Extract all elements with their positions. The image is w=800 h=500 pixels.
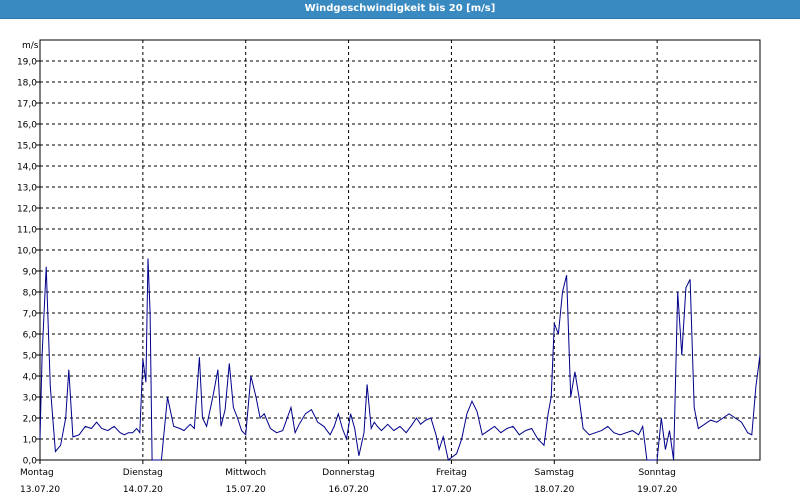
x-tick-date: 17.07.20 <box>431 485 471 495</box>
y-tick-label: 18,0 <box>17 79 37 89</box>
y-tick-label: 9,0 <box>23 268 38 278</box>
x-tick-date: 14.07.20 <box>123 485 163 495</box>
x-tick-day: Sonntag <box>638 468 675 478</box>
y-tick-label: 3,0 <box>23 394 38 404</box>
window-title: Windgeschwindigkeit bis 20 [m/s] <box>0 0 800 19</box>
y-tick-label: 0,0 <box>23 457 38 467</box>
x-tick-day: Donnerstag <box>322 468 375 478</box>
y-tick-label: 6,0 <box>23 331 38 341</box>
x-tick-day: Freitag <box>436 468 467 478</box>
y-tick-label: 5,0 <box>23 352 38 362</box>
y-tick-label: 13,0 <box>17 184 37 194</box>
x-tick-date: 13.07.20 <box>20 485 60 495</box>
x-tick-day: Montag <box>20 468 54 478</box>
y-tick-label: 11,0 <box>17 226 37 236</box>
y-tick-label: 14,0 <box>17 163 37 173</box>
x-tick-date: 19.07.20 <box>637 485 677 495</box>
y-tick-label: 8,0 <box>23 289 38 299</box>
y-tick-label: 12,0 <box>17 205 37 215</box>
x-tick-day: Mittwoch <box>225 468 266 478</box>
y-tick-label: 10,0 <box>17 247 37 257</box>
x-tick-date: 18.07.20 <box>534 485 574 495</box>
x-tick-date: 16.07.20 <box>329 485 369 495</box>
wind-speed-series-line <box>39 258 761 461</box>
y-tick-label: 16,0 <box>17 121 37 131</box>
y-tick-label: 1,0 <box>23 436 38 446</box>
y-tick-label: 19,0 <box>17 58 37 68</box>
y-tick-label: 4,0 <box>23 373 38 383</box>
y-tick-label: 15,0 <box>17 142 37 152</box>
y-tick-label: 7,0 <box>23 310 38 320</box>
x-tick-day: Dienstag <box>123 468 163 478</box>
y-tick-label: 2,0 <box>23 415 38 425</box>
x-tick-day: Samstag <box>535 468 574 478</box>
y-tick-label: 17,0 <box>17 100 37 110</box>
x-tick-date: 15.07.20 <box>226 485 266 495</box>
y-axis-label: m/s <box>22 41 39 51</box>
